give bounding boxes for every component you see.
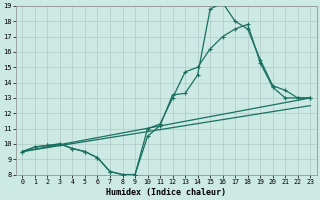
X-axis label: Humidex (Indice chaleur): Humidex (Indice chaleur) — [106, 188, 226, 197]
